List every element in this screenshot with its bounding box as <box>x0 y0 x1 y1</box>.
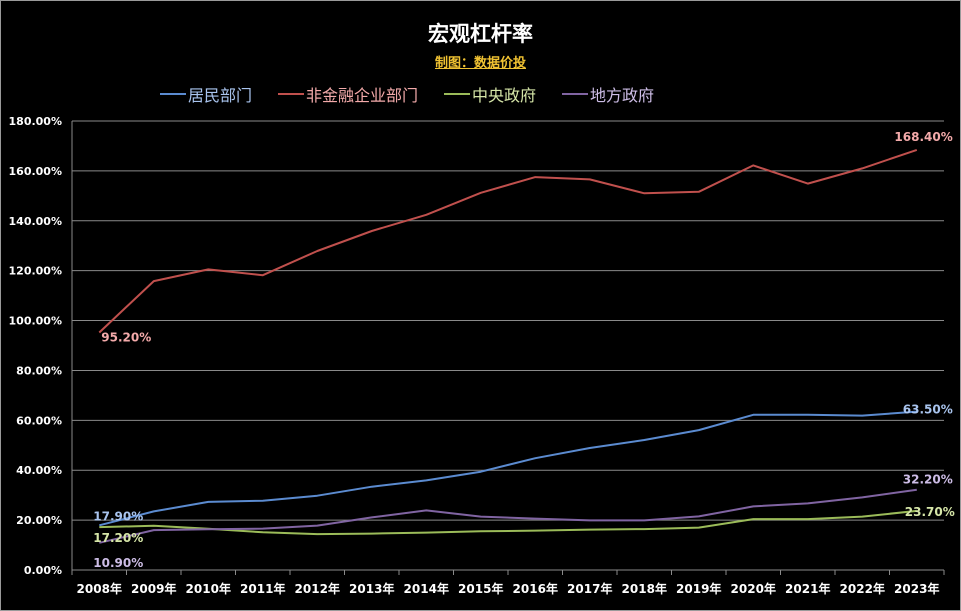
x-tick-label: 2014年 <box>404 581 449 596</box>
legend-item-3: 地方政府 <box>562 82 654 106</box>
y-tick-label: 20.00% <box>16 514 62 527</box>
data-label: 10.90% <box>93 556 143 570</box>
legend-label: 非金融企业部门 <box>306 86 419 105</box>
chart-subtitle: 制图：数据价投 <box>434 56 526 71</box>
x-tick-label: 2010年 <box>186 581 231 596</box>
legend-swatch <box>278 93 305 95</box>
x-tick-label: 2018年 <box>622 581 667 596</box>
legend-label: 居民部门 <box>188 86 253 105</box>
x-tick-label: 2022年 <box>840 581 885 596</box>
series-line-2 <box>99 509 917 536</box>
y-tick-label: 120.00% <box>9 265 62 278</box>
legend-swatch <box>160 93 186 95</box>
y-tick-label: 0.00% <box>24 564 62 577</box>
chart-legend: 居民部门 非金融企业部门 中央政府 地方政府 <box>160 83 680 105</box>
data-label: 17.90% <box>93 509 143 523</box>
y-tick-label: 160.00% <box>9 165 62 178</box>
legend-swatch <box>562 93 589 95</box>
x-tick-label: 2015年 <box>458 581 503 596</box>
x-tick-label: 2011年 <box>240 581 285 596</box>
data-label: 95.20% <box>101 331 151 345</box>
legend-label: 中央政府 <box>472 86 537 105</box>
x-tick-label: 2023年 <box>894 581 939 596</box>
y-tick-label: 140.00% <box>9 215 62 228</box>
legend-item-0: 居民部门 <box>160 82 252 106</box>
data-label: 168.40% <box>894 130 952 144</box>
x-tick-label: 2008年 <box>77 581 122 596</box>
series-line-0 <box>99 410 917 527</box>
y-tick-label: 180.00% <box>9 115 62 128</box>
x-tick-label: 2016年 <box>513 581 558 596</box>
x-tick-label: 2021年 <box>785 581 830 596</box>
legend-item-2: 中央政府 <box>444 82 536 106</box>
x-tick-label: 2019年 <box>676 581 721 596</box>
legend-swatch <box>444 93 471 95</box>
x-tick-label: 2017年 <box>567 581 612 596</box>
y-tick-label: 100.00% <box>9 315 62 328</box>
data-label: 63.50% <box>903 403 953 417</box>
y-tick-label: 60.00% <box>16 414 62 427</box>
x-tick-label: 2012年 <box>295 581 340 596</box>
data-label: 17.20% <box>93 531 143 545</box>
x-tick-label: 2013年 <box>349 581 394 596</box>
legend-label: 地方政府 <box>590 86 655 105</box>
y-tick-label: 40.00% <box>16 464 62 477</box>
chart-title: 宏观杠杆率 <box>428 22 533 46</box>
series-line-3 <box>99 488 917 544</box>
legend-item-1: 非金融企业部门 <box>278 82 418 106</box>
x-tick-label: 2020年 <box>731 581 776 596</box>
data-label: 23.70% <box>905 505 955 519</box>
series-line-1 <box>98 148 918 334</box>
x-tick-label: 2009年 <box>131 581 176 596</box>
data-label: 32.20% <box>903 473 953 487</box>
y-tick-label: 80.00% <box>16 364 62 377</box>
